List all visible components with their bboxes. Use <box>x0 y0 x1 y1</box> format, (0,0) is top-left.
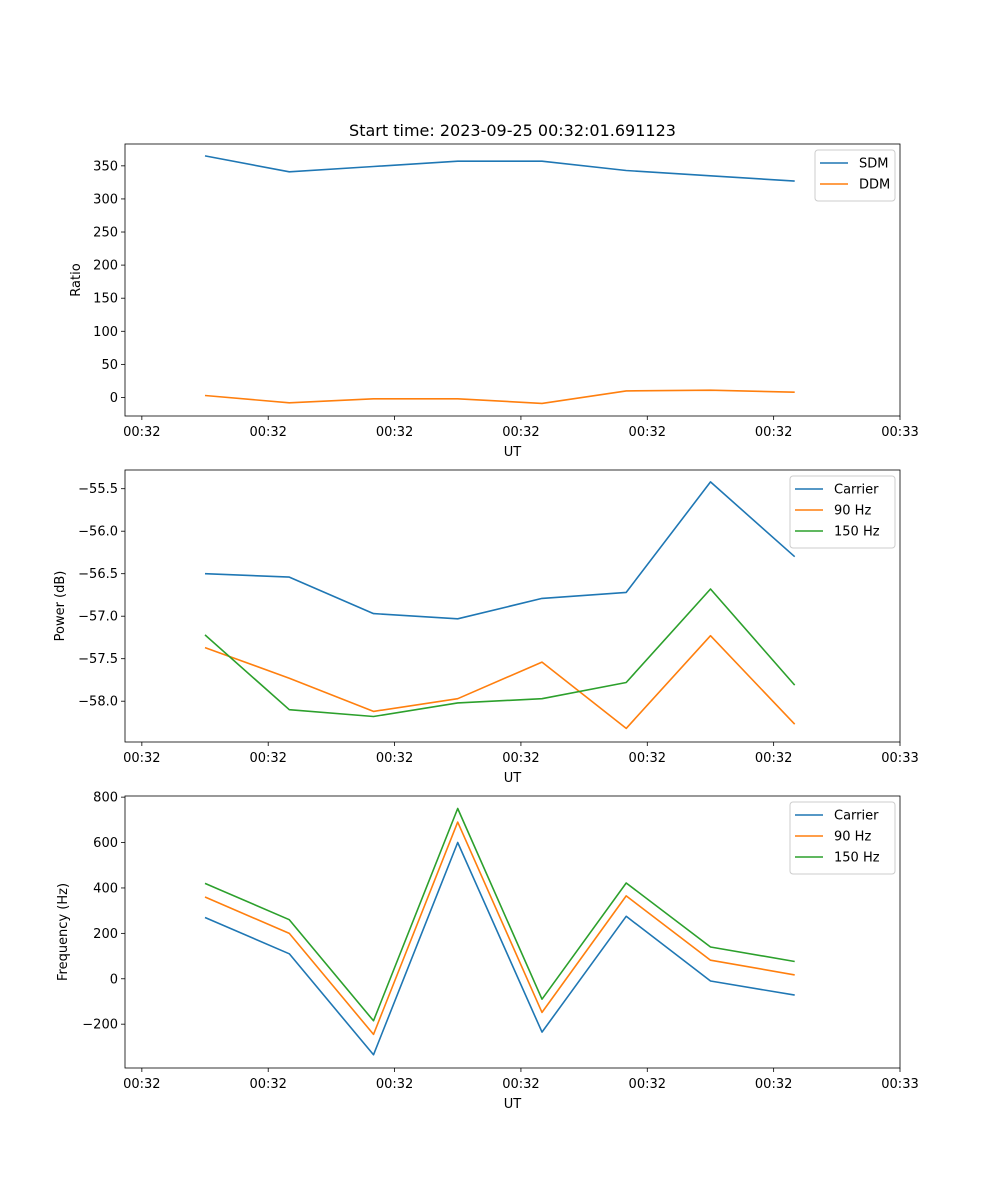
legend: Carrier 90 Hz 150 Hz <box>789 801 896 875</box>
legend-box <box>789 475 896 549</box>
legend-label: Carrier <box>834 809 879 824</box>
y-tick-label: 600 <box>93 836 118 851</box>
x-tick-label: 00:32 <box>502 1077 539 1092</box>
legend: Carrier 90 Hz 150 Hz <box>789 475 896 549</box>
axes-frame <box>124 469 901 743</box>
x-tick-label: 00:32 <box>629 1077 666 1092</box>
x-axis-label: UT <box>504 445 522 460</box>
y-tick-label: 250 <box>93 226 118 241</box>
x-tick-label: 00:32 <box>755 751 792 766</box>
x-tick-label: 00:32 <box>629 751 666 766</box>
y-tick-label: 150 <box>93 292 118 307</box>
y-tick-label: −200 <box>82 1018 118 1033</box>
x-tick-label: 00:32 <box>755 425 792 440</box>
y-tick-label: 0 <box>110 972 118 987</box>
y-axis-label: Ratio <box>69 263 84 296</box>
legend-box <box>789 801 896 875</box>
y-tick-label: −56.0 <box>78 525 118 540</box>
legend-label: Carrier <box>834 483 879 498</box>
x-tick-label: 00:32 <box>376 751 413 766</box>
y-tick-label: 100 <box>93 325 118 340</box>
y-tick-label: −57.0 <box>78 610 118 625</box>
series-line-90-hz <box>204 634 796 730</box>
x-tick-label: 00:32 <box>123 425 160 440</box>
y-tick-label: 350 <box>93 159 118 174</box>
x-tick-label: 00:32 <box>123 751 160 766</box>
y-tick-label: 400 <box>93 881 118 896</box>
x-tick-label: 00:32 <box>376 1077 413 1092</box>
x-tick-label: 00:32 <box>755 1077 792 1092</box>
x-tick-label: 00:33 <box>881 1077 918 1092</box>
series-line-sdm <box>204 155 795 182</box>
x-tick-label: 00:32 <box>502 751 539 766</box>
legend-label: 90 Hz <box>834 504 871 519</box>
y-tick-label: −57.5 <box>78 652 118 667</box>
x-tick-label: 00:32 <box>249 425 286 440</box>
axes-frame <box>124 143 901 417</box>
x-tick-label: 00:32 <box>123 1077 160 1092</box>
series-line-90-hz <box>204 821 795 1036</box>
y-tick-label: 300 <box>93 192 118 207</box>
ratio-plot-area: 00:32 00:32 00:32 00:32 00:32 00:32 00:33 0 50 10… <box>93 143 919 440</box>
legend-label: 90 Hz <box>834 830 871 845</box>
series-line-150-hz <box>204 588 796 718</box>
x-tick-label: 00:32 <box>249 1077 286 1092</box>
y-axis-label: Frequency (Hz) <box>56 883 71 981</box>
y-tick-label: 200 <box>93 927 118 942</box>
y-tick-label: −55.5 <box>78 482 118 497</box>
x-tick-label: 00:32 <box>502 425 539 440</box>
x-tick-label: 00:33 <box>881 425 918 440</box>
y-tick-label: −58.0 <box>78 695 118 710</box>
chart-title: Start time: 2023-09-25 00:32:01.691123 <box>349 121 676 140</box>
frequency-plot-area: 00:32 00:32 00:32 00:32 00:32 00:32 00:33 −200 0… <box>82 791 918 1092</box>
y-tick-label: −56.5 <box>78 567 118 582</box>
power-plot-area: 00:32 00:32 00:32 00:32 00:32 00:32 00:33 −58.0… <box>78 469 919 766</box>
x-tick-label: 00:32 <box>629 425 666 440</box>
legend-label: DDM <box>859 178 890 193</box>
axes-frame <box>124 795 901 1069</box>
legend-label: SDM <box>859 157 888 172</box>
x-tick-label: 00:33 <box>881 751 918 766</box>
y-tick-label: 800 <box>93 791 118 806</box>
series-line-carrier <box>204 481 796 620</box>
y-tick-label: 0 <box>110 391 118 406</box>
ratio-panel: Start time: 2023-09-25 00:32:01.691123 0… <box>69 121 919 460</box>
legend-label: 150 Hz <box>834 851 880 866</box>
x-axis-label: UT <box>504 771 522 786</box>
x-tick-label: 00:32 <box>249 751 286 766</box>
legend: SDM DDM <box>814 149 896 202</box>
legend-label: 150 Hz <box>834 525 880 540</box>
y-axis-label: Power (dB) <box>53 571 68 642</box>
series-line-ddm <box>204 389 795 405</box>
y-tick-label: 200 <box>93 259 118 274</box>
power-panel: 00:32 00:32 00:32 00:32 00:32 00:32 00:33 −58.0… <box>53 469 919 786</box>
x-axis-label: UT <box>504 1097 522 1112</box>
series-line-carrier <box>204 841 795 1056</box>
y-tick-label: 50 <box>101 358 118 373</box>
x-tick-label: 00:32 <box>376 425 413 440</box>
series-line-150-hz <box>204 807 795 1022</box>
frequency-panel: 00:32 00:32 00:32 00:32 00:32 00:32 00:33 −200 0… <box>56 791 919 1112</box>
